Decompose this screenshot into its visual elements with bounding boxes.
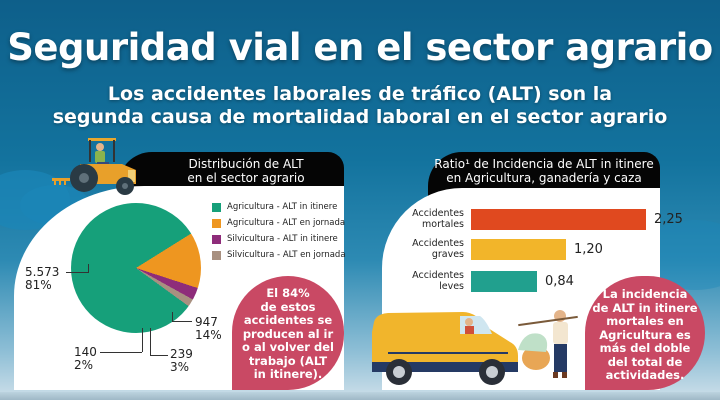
- in-itinere-callout: El 84% de estos accidentes se producen a…: [232, 276, 344, 390]
- leader-line: [142, 328, 143, 352]
- callout-line: actividades.: [605, 368, 685, 382]
- callout-line: de estos: [260, 299, 316, 314]
- legend-item: Silvicultura - ALT en jornada: [212, 247, 346, 263]
- pie-label-agri-itinere: 5.573 81%: [25, 266, 59, 292]
- callout-line: Agricultura es: [599, 327, 691, 342]
- label-pct: 81%: [25, 278, 52, 292]
- legend-label: Agricultura - ALT in itinere: [227, 202, 338, 212]
- bar-label-line: Accidentes: [412, 270, 464, 281]
- bar-label-line: leves: [439, 281, 464, 292]
- legend-label: Silvicultura - ALT in itinere: [227, 234, 338, 244]
- heading-line: Ratio¹ de Incidencia de ALT in itinere: [434, 157, 654, 171]
- pie-label-silvi-itinere: 239 3%: [170, 348, 193, 374]
- subtitle-line: Los accidentes laborales de tráfico (ALT…: [107, 83, 613, 105]
- bar-label: Accidentes graves: [400, 238, 464, 260]
- bar-row-leves: Accidentes leves 0,84: [400, 270, 574, 292]
- bar-row-mortales: Accidentes mortales 2,25: [400, 208, 683, 230]
- bar-label-line: graves: [431, 249, 464, 260]
- callout-line: La incidencia: [602, 287, 688, 301]
- bar-row-graves: Accidentes graves 1,20: [400, 238, 603, 260]
- label-value: 947: [195, 315, 218, 329]
- legend-item: Agricultura - ALT in itinere: [212, 199, 346, 215]
- heading-line: en el sector agrario: [187, 171, 305, 185]
- page-title: Seguridad vial en el sector agrario: [7, 26, 713, 69]
- label-value: 5.573: [25, 265, 60, 279]
- label-value: 140: [74, 345, 97, 359]
- swatch-silvi-jornada: [212, 250, 221, 260]
- callout-line: producen al ir: [242, 326, 334, 341]
- pie-label-agri-jornada: 947 14%: [195, 316, 222, 342]
- label-value: 239: [170, 347, 193, 361]
- bar-label-line: Accidentes: [412, 208, 464, 219]
- bar-leves: [471, 270, 537, 292]
- bar-graves: [471, 238, 566, 260]
- legend-item: Silvicultura - ALT in itinere: [212, 231, 346, 247]
- bar-mortales: [471, 208, 646, 230]
- heading-line: Distribución de ALT: [188, 157, 304, 171]
- legend-item: Agricultura - ALT en jornada: [212, 215, 346, 231]
- bar-value: 0,84: [545, 273, 574, 289]
- swatch-silvi-itinere: [212, 234, 221, 244]
- bar-label-line: Accidentes: [412, 238, 464, 249]
- label-pct: 3%: [170, 360, 190, 374]
- bar-label-line: mortales: [422, 219, 464, 230]
- tractor-icon: [52, 138, 136, 195]
- leader-line: [150, 355, 168, 356]
- callout-line: del total de: [607, 354, 683, 369]
- page-subtitle: Los accidentes laborales de tráfico (ALT…: [0, 83, 720, 129]
- leader-line: [150, 328, 151, 355]
- callout-line: más del doble: [599, 341, 691, 355]
- label-pct: 14%: [195, 328, 222, 342]
- callout-line: El 84%: [266, 286, 310, 300]
- leader-line: [172, 312, 173, 322]
- swatch-agri-jornada: [212, 218, 221, 228]
- callout-line: accidentes se: [243, 313, 333, 327]
- leader-line: [66, 272, 88, 273]
- pie-legend: Agricultura - ALT in itinere Agricultura…: [212, 199, 346, 263]
- bar-label: Accidentes leves: [400, 270, 464, 292]
- callout-line: trabajo (ALT: [248, 353, 328, 368]
- van-and-farmer-icon: [372, 310, 578, 385]
- callout-line: de ALT in itinere: [592, 300, 698, 315]
- callout-line: in itinere).: [253, 367, 323, 381]
- swatch-agri-itinere: [212, 202, 221, 212]
- heading-line: en Agricultura, ganadería y caza: [446, 171, 642, 185]
- legend-label: Silvicultura - ALT en jornada: [227, 250, 346, 260]
- leader-line: [100, 352, 142, 353]
- bar-value: 2,25: [654, 211, 683, 227]
- alt-distribution-pie-chart: [71, 203, 201, 333]
- leader-line: [172, 321, 192, 322]
- legend-label: Agricultura - ALT en jornada: [227, 218, 346, 228]
- bar-label: Accidentes mortales: [400, 208, 464, 230]
- label-pct: 2%: [74, 358, 94, 372]
- callout-line: o al volver del: [242, 340, 334, 354]
- leader-line: [88, 264, 89, 273]
- subtitle-line: segunda causa de mortalidad laboral en e…: [52, 106, 668, 128]
- pie-label-silvi-jornada: 140 2%: [74, 346, 97, 372]
- mortality-callout: La incidencia de ALT in itinere mortales…: [585, 276, 705, 390]
- callout-line: mortales en: [606, 314, 684, 328]
- floor-strip: [0, 392, 720, 400]
- bar-value: 1,20: [574, 241, 603, 257]
